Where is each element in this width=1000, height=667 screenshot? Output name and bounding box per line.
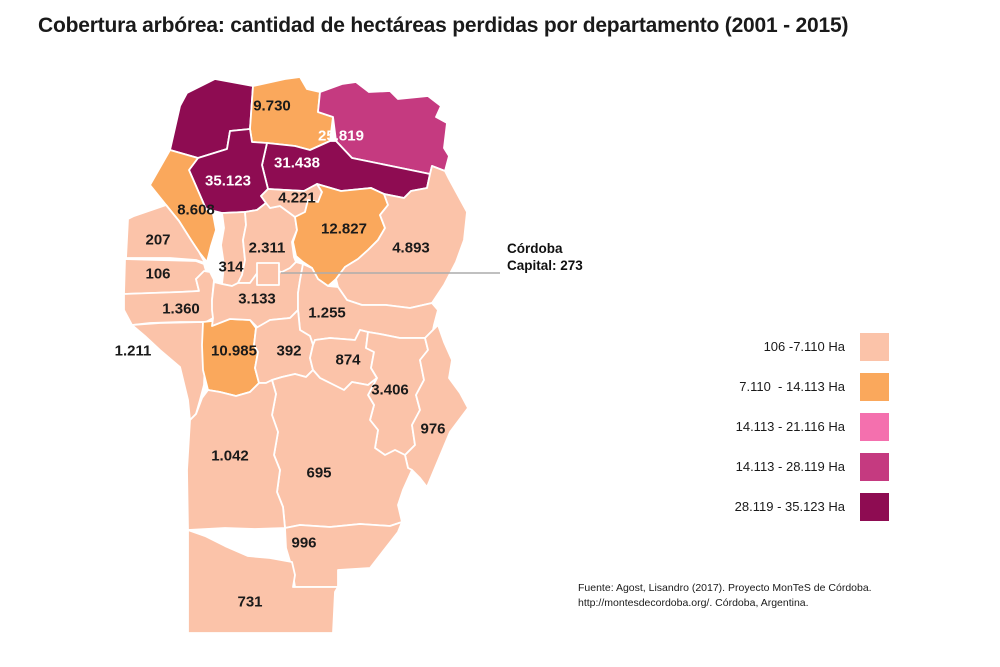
region-value-label-d4893: 4.893 [392,240,430,257]
region-value-label-d1042: 1.042 [211,448,249,465]
map-region-d1042 [186,379,286,531]
source-line-2: http://montesdecordoba.org/. Córdoba, Ar… [578,596,809,609]
map-region-cordoba_capital [256,262,280,286]
region-value-label-d1255: 1.255 [308,305,346,322]
region-value-label-d12827: 12.827 [321,221,367,238]
region-value-label-d2311: 2.311 [249,240,286,257]
region-value-label-d996: 996 [291,535,316,552]
legend-label-0: 106 -7.110 Ha [763,339,845,354]
region-value-label-d3406: 3.406 [371,382,409,399]
region-value-label-d3133: 3.133 [238,291,276,308]
region-value-label-d31438: 31.438 [274,155,320,172]
region-value-label-d731: 731 [237,594,262,611]
region-value-label-d695: 695 [306,465,331,482]
region-value-label-d35123: 35.123 [205,173,251,190]
map-region-d207 [125,204,206,264]
region-value-label-d392: 392 [276,343,301,360]
legend-label-4: 28.119 - 35.123 Ha [734,499,845,514]
region-value-label-d874: 874 [335,352,361,369]
source-citation: Fuente: Agost, Lisandro (2017). Proyecto… [578,581,872,610]
chart-title: Cobertura arbórea: cantidad de hectáreas… [38,14,849,37]
legend-swatch-2 [860,413,889,441]
legend-swatch-0 [860,333,889,361]
legend-swatch-1 [860,373,889,401]
map-region-d976 [404,324,469,488]
region-value-label-d314: 314 [218,259,244,276]
region-value-label-d8608: 8.608 [177,202,215,219]
region-value-label-d1360: 1.360 [162,301,200,318]
region-value-label-d10985: 10.985 [211,343,257,360]
map-region-d1211 [131,321,206,421]
region-value-label-d976: 976 [420,421,445,438]
map-region-d996 [284,521,403,588]
region-value-label-d207: 207 [145,232,170,249]
legend-swatch-4 [860,493,889,521]
capital-annotation-value: Capital: 273 [507,257,583,273]
source-line-1: Fuente: Agost, Lisandro (2017). Proyecto… [578,582,872,594]
legend-label-1: 7.110 - 14.113 Ha [739,379,845,394]
region-value-label-d9730: 9.730 [253,98,291,115]
capital-annotation: Córdoba Capital: 273 [507,241,583,274]
legend-label-3: 14.113 - 28.119 Ha [735,459,845,474]
legend-label-2: 14.113 - 21.116 Ha [735,419,845,434]
capital-annotation-name: Córdoba [507,241,563,256]
legend-swatch-3 [860,453,889,481]
region-value-label-d4221: 4.221 [278,190,316,207]
region-value-label-d25819: 25.819 [318,128,364,145]
map-region-d731 [187,529,339,634]
region-value-label-d1211: 1.211 [115,343,152,360]
region-value-label-d106: 106 [145,266,170,283]
